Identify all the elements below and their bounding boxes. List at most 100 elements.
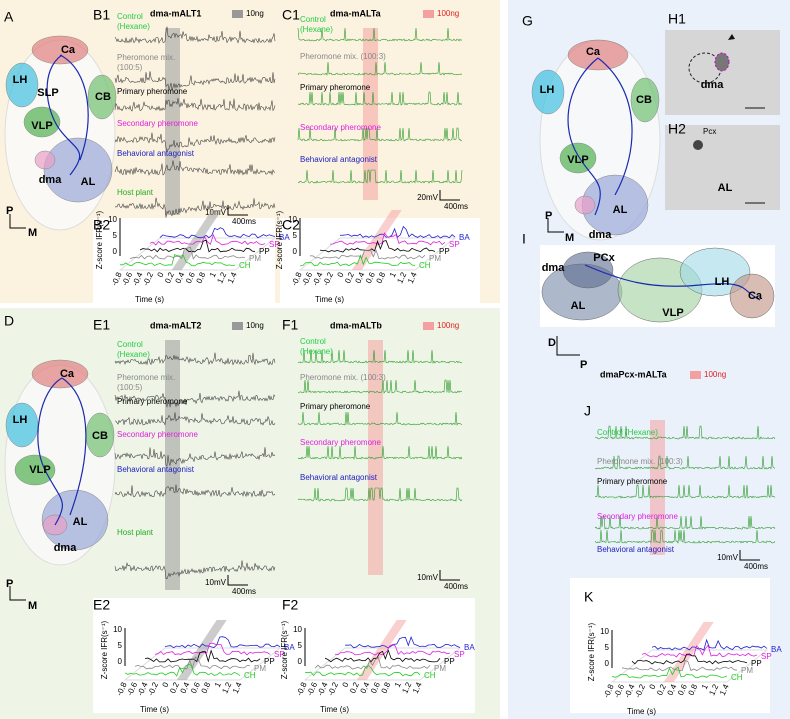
x-tick-label: 1 — [393, 680, 403, 688]
stimulus-label: Primary pheromone — [597, 477, 668, 486]
blob — [728, 34, 735, 40]
y-axis-label: Z-score IFR(s⁻¹) — [275, 210, 284, 269]
scale-label: 400ms — [232, 217, 256, 226]
trace — [297, 27, 463, 42]
x-tick-label: 0.4 — [359, 680, 372, 694]
stimulus-window — [351, 210, 402, 270]
dose-label: 100ng — [704, 370, 726, 379]
region-label: VLP — [31, 120, 52, 132]
stimulus-window — [363, 28, 378, 200]
x-tick-label: 0 — [341, 680, 351, 688]
x-tick-label: 0.6 — [676, 682, 689, 696]
y-axis-label: Z-score IFR(s⁻¹) — [100, 620, 109, 679]
stimulus-label: Primary pheromone — [117, 87, 188, 96]
stimulus-label: Secondary pheromone — [117, 430, 198, 439]
x-axis-label: Time (s) — [140, 705, 169, 714]
region-label: LH — [715, 276, 730, 288]
region-label: LH — [540, 84, 555, 96]
series-label: PP — [259, 247, 270, 256]
recording-title: dma-mALT2 — [150, 320, 201, 330]
y-tick-label: 5 — [113, 231, 118, 240]
region-label: Pcx — [703, 127, 716, 136]
series-label: BA — [279, 233, 290, 242]
series-label: PP — [264, 657, 275, 666]
trace — [594, 515, 776, 530]
axis-label: M — [565, 232, 574, 244]
dose-swatch — [232, 322, 243, 330]
y-tick-label: 0 — [605, 659, 610, 668]
panel-label: H2 — [668, 121, 686, 137]
trace — [114, 412, 276, 426]
y-tick-label: 0 — [298, 657, 303, 666]
panel-label: B1 — [93, 7, 110, 23]
y-axis-label: Z-score IFR(s⁻¹) — [95, 210, 104, 269]
brain-region — [562, 251, 614, 289]
region-label: dma — [54, 542, 78, 554]
region-label: Ca — [61, 44, 76, 56]
region-label: AL — [718, 182, 733, 194]
trace — [595, 425, 776, 440]
trace — [114, 132, 276, 152]
ifr-line — [144, 649, 261, 663]
brain-region — [87, 74, 117, 120]
ifr-line — [129, 246, 246, 260]
trace — [297, 349, 463, 365]
scale-bar — [227, 205, 248, 216]
region-label: VLP — [29, 464, 50, 476]
plot-floor — [298, 237, 457, 271]
x-tick-label: 1.2 — [215, 270, 228, 284]
stimulus-label: (Hexane) — [300, 25, 333, 34]
y-tick-label: 0 — [118, 657, 123, 666]
scale-label: 10mV — [717, 553, 739, 562]
series-label: SP — [269, 240, 280, 249]
trace — [114, 390, 276, 408]
plot-bg — [570, 578, 770, 713]
region-label: AL — [81, 176, 96, 188]
x-tick-label: 0 — [161, 680, 171, 688]
ifr-line — [164, 636, 281, 649]
panel-label: B2 — [93, 217, 110, 233]
series-label: CH — [731, 673, 743, 682]
dose-swatch — [690, 371, 701, 379]
stimulus-label: Behavioral antagonist — [117, 465, 195, 474]
panel-label: G — [522, 13, 533, 29]
stimulus-label: Primary pheromone — [117, 397, 188, 406]
x-tick-label: 0.8 — [195, 270, 208, 284]
scale-bar — [439, 570, 460, 581]
trace — [297, 379, 463, 394]
brain-region — [5, 62, 39, 108]
recording-title: dma-mALTa — [330, 8, 382, 18]
region-label: dma — [39, 174, 63, 186]
ifr-line — [154, 642, 271, 656]
x-tick-label: 1 — [700, 682, 710, 690]
ifr-line — [314, 656, 431, 670]
series-label: PP — [444, 657, 455, 666]
panel-label: F1 — [282, 317, 299, 333]
ifr-line — [611, 666, 728, 679]
stimulus-label: Behavioral antagonist — [300, 155, 378, 164]
stimulus-label: Host plant — [117, 188, 154, 197]
y-tick-label: 10 — [288, 215, 297, 224]
stimulus-window — [368, 340, 383, 575]
x-tick-label: 0.4 — [666, 682, 679, 696]
ifr-line — [299, 254, 416, 267]
trace — [114, 447, 276, 467]
region-label: VLP — [662, 307, 683, 319]
trace — [114, 352, 276, 366]
series-label: PP — [439, 247, 450, 256]
trace — [297, 61, 463, 76]
y-tick-label: 5 — [293, 231, 298, 240]
series-label: SP — [449, 240, 460, 249]
ifr-line — [304, 665, 421, 677]
series-label: SP — [761, 652, 772, 661]
scale-label: 400ms — [744, 562, 768, 571]
region-label: dma — [589, 229, 613, 241]
x-tick-label: 0.6 — [184, 270, 197, 284]
x-tick-label: 0.4 — [354, 270, 367, 284]
series-label: BA — [459, 233, 470, 242]
axis-label: M — [28, 227, 37, 239]
axis-label: P — [6, 578, 13, 590]
x-tick-label: 0.4 — [179, 680, 192, 694]
series-label: PM — [254, 664, 266, 673]
brain-region — [574, 195, 596, 215]
